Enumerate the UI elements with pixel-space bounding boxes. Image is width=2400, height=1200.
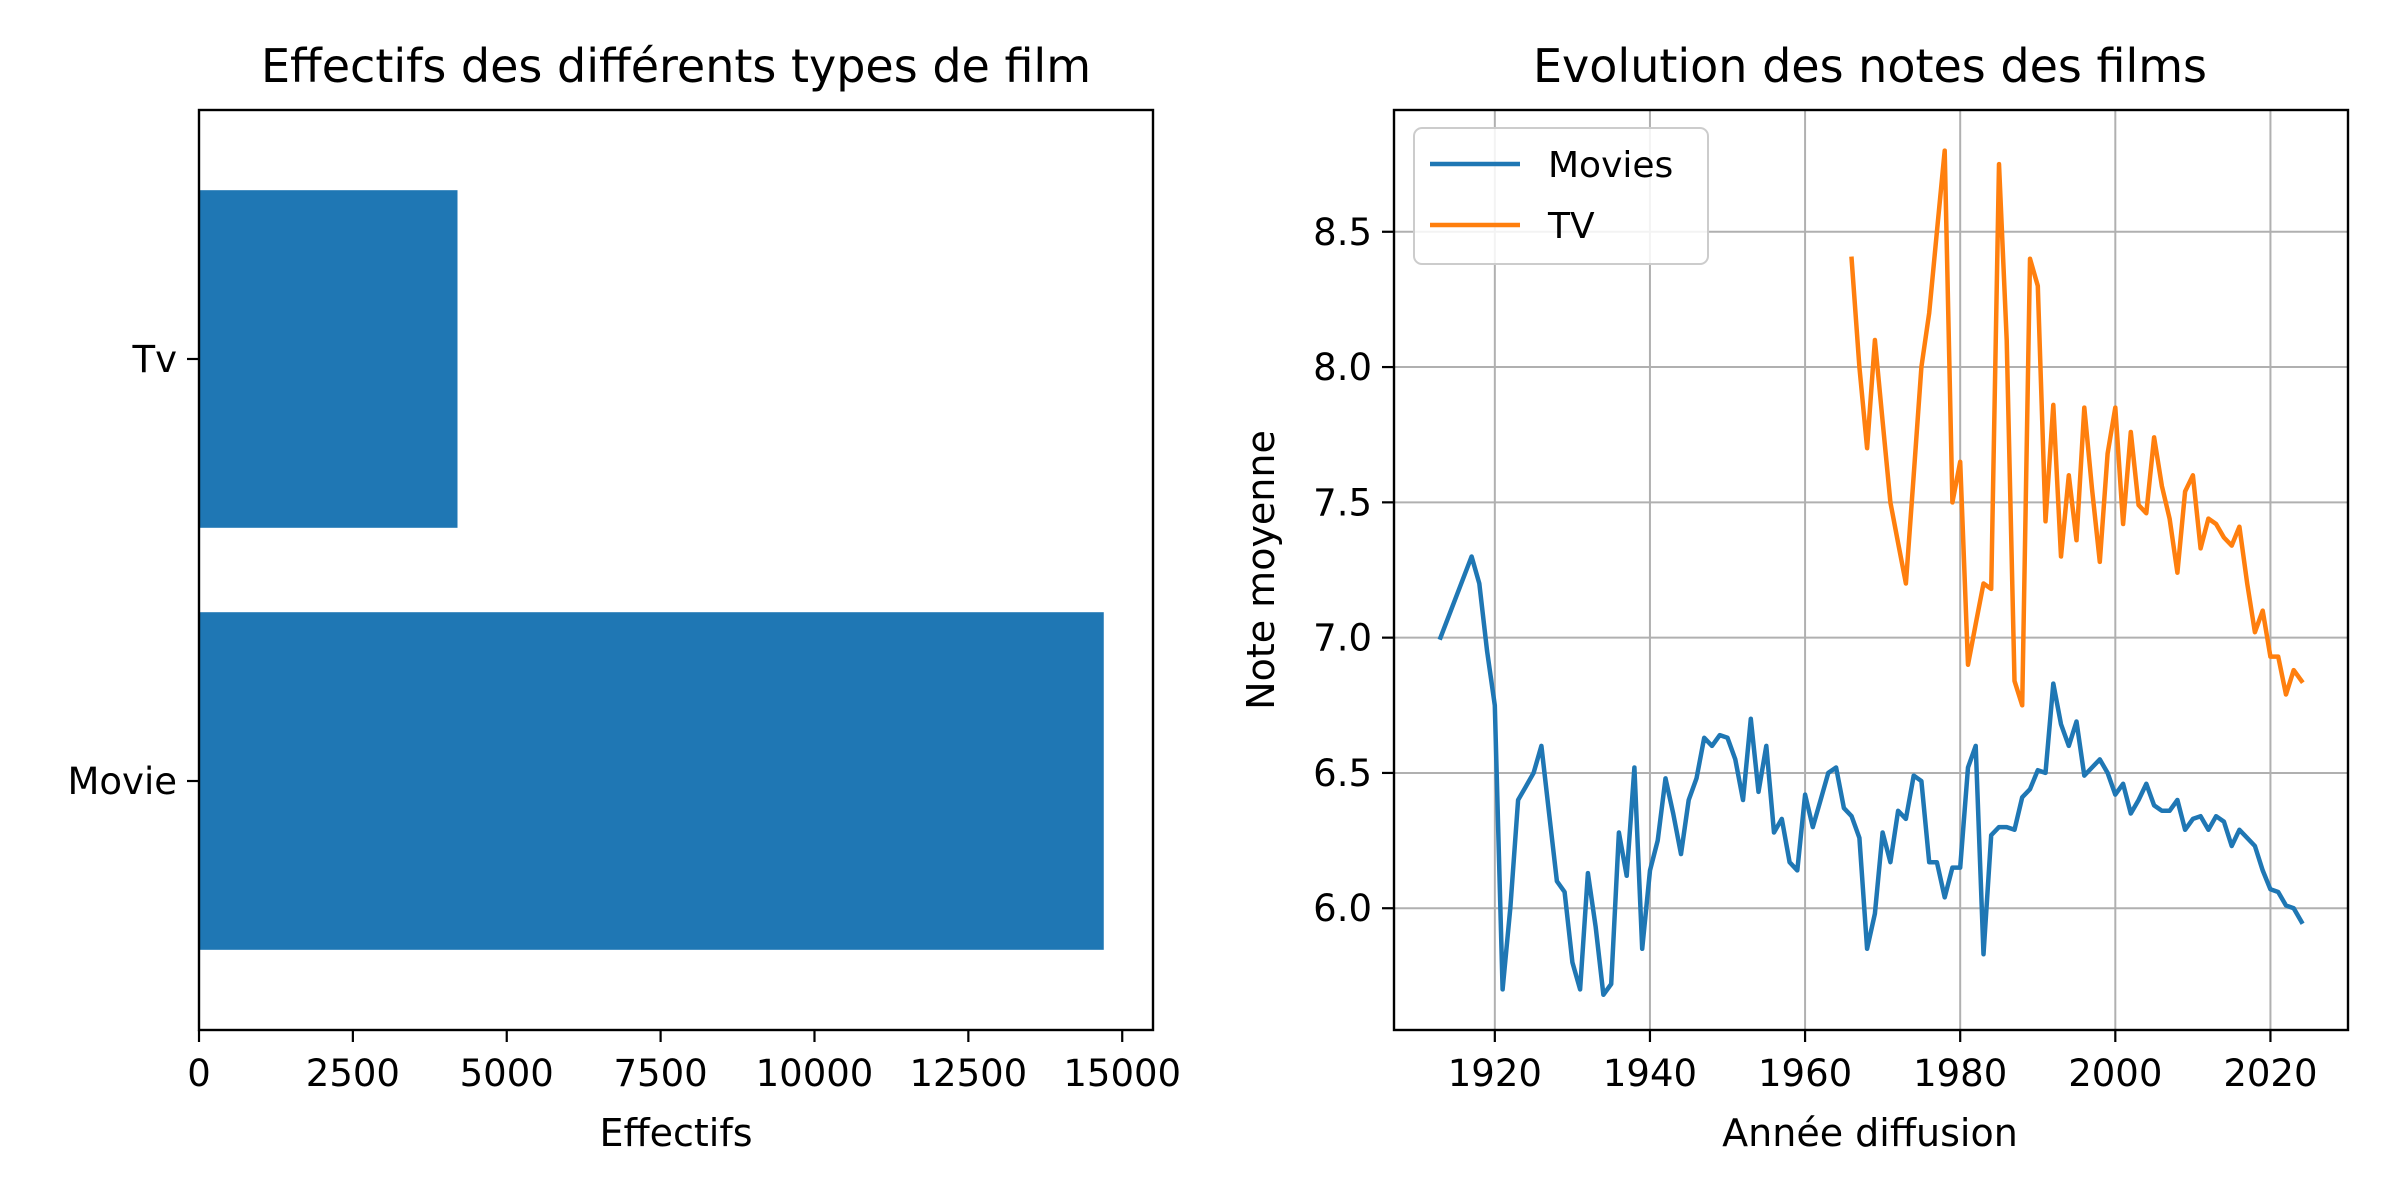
x-tick-label-1920: 1920: [1448, 1052, 1542, 1095]
line-chart-x-axis-label: Année diffusion: [1722, 1111, 2018, 1155]
x-tick-label-0: 0: [187, 1052, 211, 1095]
y-tick-label-8-5: 8.5: [1313, 211, 1372, 254]
bar-chart: Effectifs des différents types de film M…: [67, 39, 1181, 1155]
line-chart: Evolution des notes des films 1920 1940 19…: [1239, 39, 2350, 1155]
x-tick-label-2500: 2500: [306, 1052, 400, 1095]
x-tick-label-10000: 10000: [756, 1052, 874, 1095]
bar-chart-x-axis-label: Effectifs: [599, 1111, 752, 1155]
y-tick-label-movie: Movie: [67, 760, 177, 803]
x-tick-label-5000: 5000: [460, 1052, 554, 1095]
y-tick-label-6-5: 6.5: [1313, 752, 1372, 795]
x-tick-label-7500: 7500: [614, 1052, 708, 1095]
y-tick-label-8-0: 8.0: [1313, 346, 1372, 389]
bar-movie: [199, 612, 1104, 950]
bar-chart-frame: [197, 108, 1155, 1032]
x-tick-label-1940: 1940: [1603, 1052, 1697, 1095]
x-tick-label-1980: 1980: [1913, 1052, 2007, 1095]
x-tick-label-15000: 15000: [1063, 1052, 1181, 1095]
y-tick-label-6-0: 6.0: [1313, 887, 1372, 930]
line-chart-y-axis-label: Note moyenne: [1239, 430, 1283, 710]
legend-label-tv: TV: [1547, 206, 1595, 247]
line-chart-title: Evolution des notes des films: [1533, 39, 2207, 93]
line-chart-frame: [1392, 108, 2350, 1032]
y-tick-label-7-5: 7.5: [1313, 481, 1372, 524]
x-tick-label-1960: 1960: [1758, 1052, 1852, 1095]
y-tick-label-7-0: 7.0: [1313, 617, 1372, 660]
x-tick-label-12500: 12500: [910, 1052, 1028, 1095]
x-tick-label-2020: 2020: [2223, 1052, 2317, 1095]
y-tick-label-tv: Tv: [132, 338, 178, 381]
bar-tv: [199, 190, 458, 528]
legend: Movies TV: [1413, 127, 1709, 265]
legend-label-movies: Movies: [1548, 145, 1673, 186]
series-line-movies: [1437, 554, 2305, 998]
bar-chart-title: Effectifs des différents types de film: [261, 39, 1091, 93]
series-line-tv: [1849, 148, 2305, 708]
x-tick-label-2000: 2000: [2068, 1052, 2162, 1095]
